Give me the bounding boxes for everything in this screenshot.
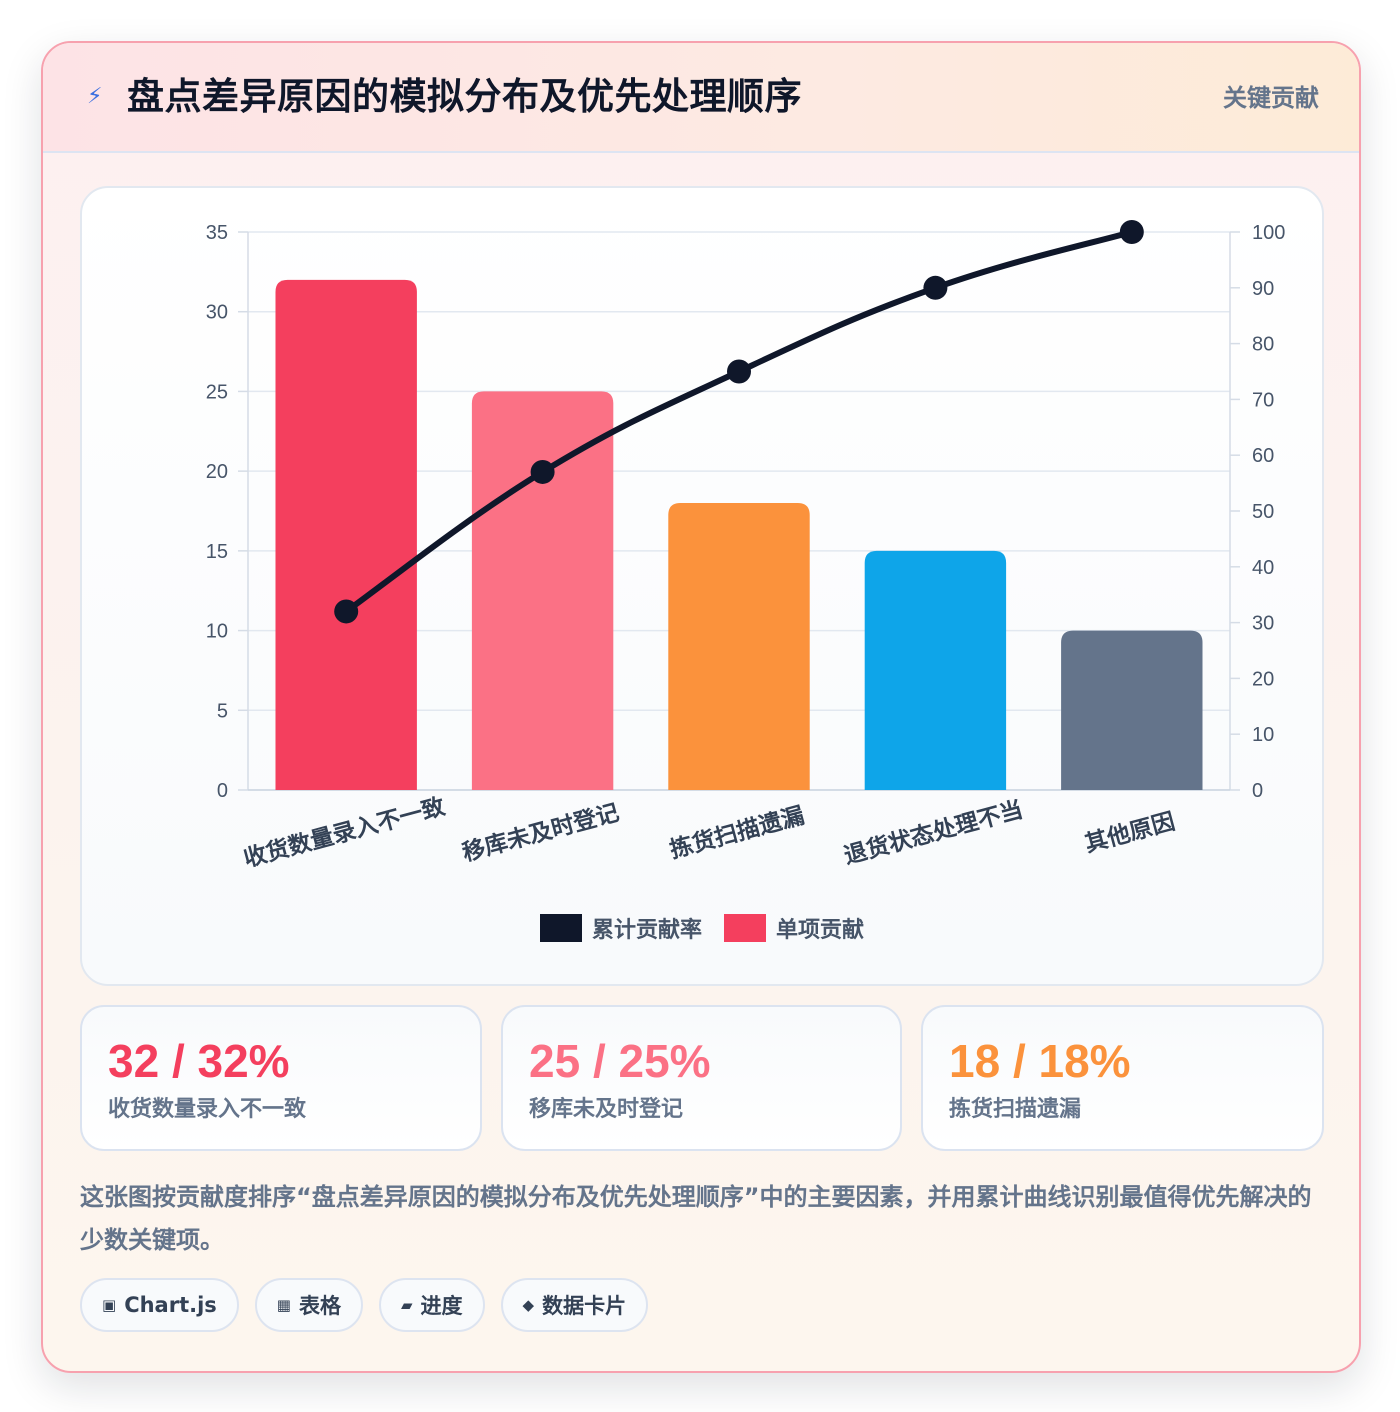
- y-tick-label-left: 0: [217, 780, 228, 802]
- chart-card: ⚡ 盘点差异原因的模拟分布及优先处理顺序 关键贡献 0 5 10 15 20 25 30 35…: [41, 41, 1361, 1373]
- y-tick-label-left: 20: [206, 461, 228, 483]
- legend-item-individual[interactable]: 单项贡献: [724, 912, 864, 944]
- diamond-icon: ◆: [522, 1296, 535, 1314]
- pill-chartjs[interactable]: ▣ Chart.js: [80, 1278, 239, 1332]
- pill-label: 进度: [420, 1294, 463, 1318]
- y-tick-label-right: 50: [1252, 501, 1274, 523]
- stat-value: 18 / 18%: [949, 1035, 1131, 1087]
- bar: [668, 503, 810, 790]
- pill-label: 表格: [298, 1294, 341, 1318]
- lightning-icon: ⚡: [87, 84, 103, 109]
- y-tick-label-right: 0: [1252, 780, 1263, 802]
- stat-label: 收货数量录入不一致: [108, 1097, 307, 1122]
- cumulative-point: [727, 359, 751, 384]
- chart-legend: 累计贡献率 单项贡献: [82, 912, 1322, 944]
- y-tick-label-left: 10: [206, 621, 228, 643]
- stat-card-2: 25 / 25% 移库未及时登记: [501, 1005, 902, 1151]
- y-tick-label-right: 80: [1252, 334, 1274, 356]
- card-header: ⚡ 盘点差异原因的模拟分布及优先处理顺序 关键贡献: [43, 43, 1359, 153]
- bar: [471, 391, 614, 790]
- bar: [1061, 630, 1203, 790]
- x-tick-label: 移库未及时登记: [460, 800, 622, 867]
- bar: [275, 279, 417, 790]
- y-tick-label-left: 15: [206, 541, 228, 563]
- cumulative-point: [1119, 220, 1144, 244]
- page-title: 盘点差异原因的模拟分布及优先处理顺序: [127, 75, 802, 118]
- key-contribution-badge: 关键贡献: [1223, 84, 1319, 112]
- y-tick-label-right: 90: [1252, 278, 1274, 300]
- stat-label: 拣货扫描遗漏: [949, 1097, 1082, 1122]
- legend-item-cumulative[interactable]: 累计贡献率: [539, 912, 702, 944]
- cumulative-point: [530, 459, 555, 484]
- table-icon: ▦: [276, 1296, 291, 1314]
- y-tick-label-left: 35: [206, 222, 228, 244]
- y-tick-label-left: 25: [206, 381, 228, 403]
- pill-table[interactable]: ▦ 表格: [254, 1278, 363, 1332]
- progress-icon: ▰: [400, 1296, 413, 1314]
- bar: [864, 550, 1007, 790]
- stat-card-1: 32 / 32% 收货数量录入不一致: [80, 1005, 482, 1151]
- x-tick-label: 收货数量录入不一致: [241, 793, 449, 873]
- chart-description: 这张图按贡献度排序“盘点差异原因的模拟分布及优先处理顺序”中的主要因素，并用累计…: [80, 1183, 1312, 1254]
- legend-swatch-cumulative: [539, 914, 582, 942]
- y-tick-label-right: 60: [1252, 445, 1274, 467]
- legend-label-individual: 单项贡献: [776, 918, 865, 943]
- pareto-chart: 0 5 10 15 20 25 30 35 0 10 20 30 40 50 60 70 80 90 100 收货数量…: [206, 220, 1285, 873]
- stat-value: 32 / 32%: [108, 1035, 290, 1087]
- x-tick-label: 其他原因: [1082, 809, 1178, 858]
- y-tick-label-right: 30: [1252, 613, 1274, 635]
- stat-label: 移库未及时登记: [529, 1097, 684, 1122]
- legend-label-cumulative: 累计贡献率: [591, 918, 702, 943]
- x-tick-label: 拣货扫描遗漏: [667, 802, 807, 864]
- feature-pills: ▣ Chart.js ▦ 表格 ▰ 进度 ◆ 数据卡片: [80, 1278, 649, 1332]
- y-tick-label-right: 40: [1252, 557, 1274, 579]
- y-tick-label-right: 20: [1252, 668, 1274, 690]
- x-tick-label: 退货状态处理不当: [841, 796, 1026, 870]
- stat-card-3: 18 / 18% 拣货扫描遗漏: [921, 1005, 1324, 1151]
- chart-panel: 0 5 10 15 20 25 30 35 0 10 20 30 40 50 60 70 80 90 100 收货数量…: [80, 186, 1324, 986]
- y-tick-label-left: 30: [206, 302, 228, 324]
- y-tick-label-left: 5: [217, 700, 228, 722]
- y-tick-label-right: 10: [1252, 724, 1274, 746]
- stat-value: 25 / 25%: [529, 1035, 711, 1087]
- y-tick-label-right: 70: [1252, 389, 1274, 411]
- cumulative-point: [334, 599, 359, 624]
- pill-data-card[interactable]: ◆ 数据卡片: [500, 1278, 649, 1332]
- pill-label: Chart.js: [124, 1293, 217, 1317]
- cumulative-point: [923, 275, 948, 300]
- legend-swatch-individual: [724, 914, 766, 942]
- pill-label: 数据卡片: [542, 1294, 627, 1318]
- chart-icon: ▣: [102, 1296, 117, 1314]
- pill-progress[interactable]: ▰ 进度: [378, 1278, 485, 1332]
- y-tick-label-right: 100: [1252, 222, 1285, 244]
